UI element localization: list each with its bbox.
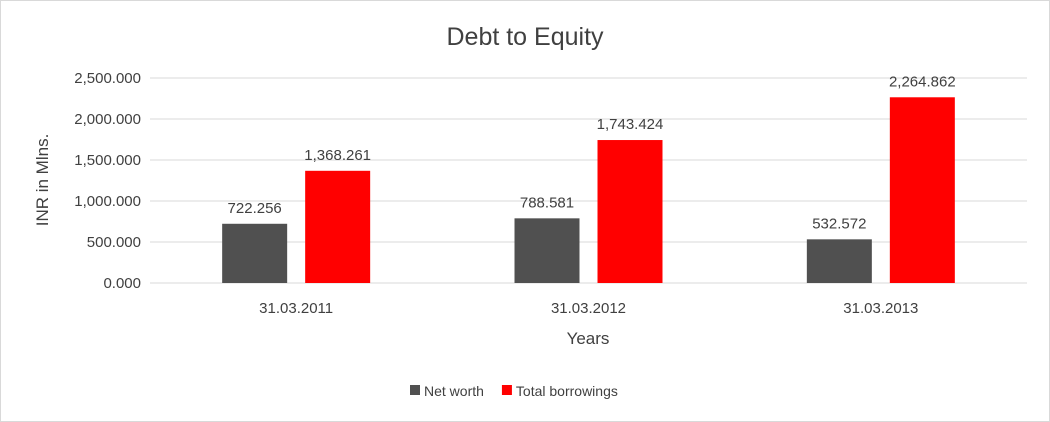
data-label: 722.256 xyxy=(228,200,282,217)
legend-label: Net worth xyxy=(424,383,484,399)
data-label: 788.581 xyxy=(520,194,574,211)
y-tick-label: 2,500.000 xyxy=(74,70,141,87)
bar-net-worth xyxy=(514,218,580,283)
y-tick-label: 500.000 xyxy=(87,234,141,251)
data-label: 532.572 xyxy=(812,215,866,232)
legend-swatch-total-borrowings xyxy=(501,385,512,395)
bar-net-worth xyxy=(222,223,288,283)
x-axis-ticks: 31.03.2011 31.03.2012 31.03.2013 xyxy=(259,300,918,317)
gridlines xyxy=(150,77,1027,284)
bar-total-borrowings xyxy=(597,140,663,283)
bar-net-worth xyxy=(806,239,872,283)
x-tick-label: 31.03.2012 xyxy=(551,300,626,317)
data-label: 2,264.862 xyxy=(889,73,956,90)
legend: Net worth Total borrowings xyxy=(410,383,618,399)
data-label: 1,368.261 xyxy=(304,147,371,164)
bar-total-borrowings xyxy=(889,97,955,284)
y-tick-label: 1,500.000 xyxy=(74,152,141,169)
x-tick-label: 31.03.2013 xyxy=(843,300,918,317)
x-axis-title: Years xyxy=(567,329,610,348)
data-label: 1,743.424 xyxy=(597,116,664,133)
bar-total-borrowings xyxy=(305,170,371,283)
chart-title: Debt to Equity xyxy=(446,23,604,51)
legend-label: Total borrowings xyxy=(516,383,618,399)
y-axis-title: INR in Mlns. xyxy=(33,134,52,227)
bars: 722.256 1,368.261 788.581 1,743.424 532.572 2… xyxy=(222,73,956,284)
y-tick-label: 1,000.000 xyxy=(74,193,141,210)
legend-swatch-net-worth xyxy=(410,385,420,395)
y-axis-ticks: 0.000 500.000 1,000.000 1,500.000 2,000.000 2… xyxy=(74,70,141,292)
y-tick-label: 2,000.000 xyxy=(74,111,141,128)
x-tick-label: 31.03.2011 xyxy=(259,300,333,317)
y-tick-label: 0.000 xyxy=(103,275,141,292)
